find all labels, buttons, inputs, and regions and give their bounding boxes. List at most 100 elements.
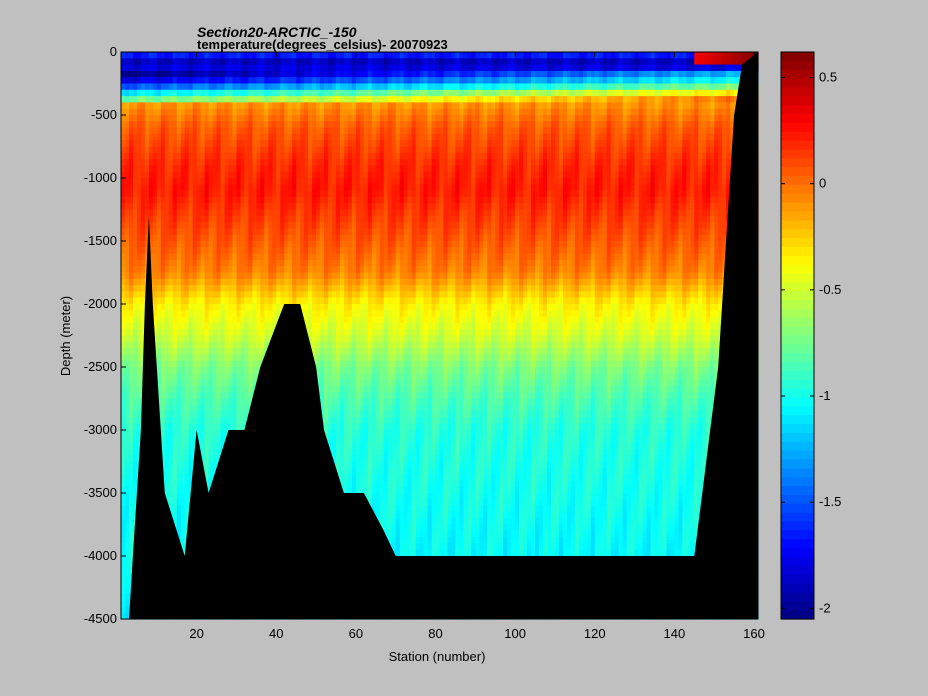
heatmap-cell xyxy=(248,152,253,160)
heatmap-cell xyxy=(359,64,365,72)
heatmap-cell xyxy=(566,70,572,78)
heatmap-cell xyxy=(172,196,178,204)
heatmap-cell xyxy=(172,96,178,103)
heatmap-cell xyxy=(180,127,186,135)
heatmap-cell xyxy=(252,222,257,229)
heatmap-cell xyxy=(638,146,644,154)
heatmap-cell xyxy=(634,89,640,97)
heatmap-cell xyxy=(574,102,580,110)
heatmap-cell xyxy=(284,108,289,116)
heatmap-cell xyxy=(232,133,238,141)
heatmap-cell xyxy=(467,102,472,110)
heatmap-cell xyxy=(252,228,257,236)
heatmap-cell xyxy=(216,247,222,255)
heatmap-cell xyxy=(232,190,238,198)
heatmap-cell xyxy=(284,184,289,192)
heatmap-cell xyxy=(554,133,560,141)
heatmap-cell xyxy=(507,171,512,179)
heatmap-cell xyxy=(184,222,190,229)
heatmap-cell xyxy=(136,77,142,85)
heatmap-cell xyxy=(224,178,230,185)
heatmap-cell xyxy=(248,108,253,116)
heatmap-cell xyxy=(702,108,707,116)
heatmap-cell xyxy=(638,121,644,129)
heatmap-cell xyxy=(722,96,727,103)
heatmap-cell xyxy=(690,115,695,122)
heatmap-cell xyxy=(638,234,644,242)
heatmap-cell xyxy=(320,178,325,185)
heatmap-cell xyxy=(531,70,536,78)
heatmap-cell xyxy=(626,83,632,91)
heatmap-cell xyxy=(128,89,134,97)
heatmap-cell xyxy=(606,77,612,85)
heatmap-cell xyxy=(375,115,381,122)
heatmap-cell xyxy=(343,115,349,122)
heatmap-cell xyxy=(367,184,373,192)
heatmap-cell xyxy=(710,152,715,160)
heatmap-cell xyxy=(196,171,202,179)
heatmap-cell xyxy=(694,152,699,160)
heatmap-cell xyxy=(148,152,154,160)
heatmap-cell xyxy=(160,196,166,204)
heatmap-cell xyxy=(423,70,429,78)
heatmap-cell xyxy=(682,58,687,66)
heatmap-cell xyxy=(550,140,556,148)
heatmap-cell xyxy=(674,108,679,116)
heatmap-cell xyxy=(375,127,381,135)
heatmap-cell xyxy=(407,102,413,110)
heatmap-cell xyxy=(491,83,496,91)
heatmap-cell xyxy=(343,190,349,198)
heatmap-cell xyxy=(734,52,739,59)
heatmap-cell xyxy=(124,133,130,141)
heatmap-cell xyxy=(276,184,281,192)
heatmap-cell xyxy=(630,96,636,103)
heatmap-cell xyxy=(507,96,512,103)
heatmap-cell xyxy=(618,70,624,78)
heatmap-cell xyxy=(722,83,727,91)
heatmap-cell xyxy=(714,146,719,154)
heatmap-cell xyxy=(622,196,628,204)
heatmap-cell xyxy=(519,133,524,141)
heatmap-cell xyxy=(459,222,464,229)
heatmap-cell xyxy=(276,171,281,179)
heatmap-cell xyxy=(574,152,580,160)
heatmap-cell xyxy=(523,184,528,192)
heatmap-cell xyxy=(479,115,484,122)
heatmap-cell xyxy=(328,171,333,179)
heatmap-cell xyxy=(650,178,656,185)
heatmap-cell xyxy=(232,52,238,59)
heatmap-cell xyxy=(495,152,500,160)
heatmap-cell xyxy=(594,159,600,166)
heatmap-cell xyxy=(570,209,576,217)
heatmap-cell xyxy=(240,190,246,198)
heatmap-cell xyxy=(574,196,580,204)
heatmap-cell xyxy=(439,115,445,122)
heatmap-cell xyxy=(602,58,608,66)
heatmap-cell xyxy=(451,184,457,192)
heatmap-cell xyxy=(228,83,234,91)
heatmap-cell xyxy=(152,178,158,185)
heatmap-cell xyxy=(658,115,664,122)
heatmap-cell xyxy=(308,190,313,198)
heatmap-cell xyxy=(658,152,664,160)
heatmap-cell xyxy=(666,127,672,135)
heatmap-cell xyxy=(435,241,441,248)
heatmap-cell xyxy=(718,70,723,78)
heatmap-cell xyxy=(634,159,640,166)
heatmap-cell xyxy=(272,140,277,148)
heatmap-cell xyxy=(312,222,317,229)
heatmap-cell xyxy=(546,96,552,103)
heatmap-cell xyxy=(594,228,600,236)
heatmap-cell xyxy=(467,159,472,166)
heatmap-cell xyxy=(248,241,253,248)
heatmap-cell xyxy=(328,52,333,59)
heatmap-cell xyxy=(658,165,664,173)
heatmap-cell xyxy=(554,58,560,66)
heatmap-cell xyxy=(236,241,242,248)
heatmap-cell xyxy=(531,228,536,236)
heatmap-cell xyxy=(578,228,584,236)
heatmap-cell xyxy=(670,184,675,192)
heatmap-cell xyxy=(419,152,425,160)
heatmap-cell xyxy=(670,152,675,160)
heatmap-cell xyxy=(288,89,293,97)
